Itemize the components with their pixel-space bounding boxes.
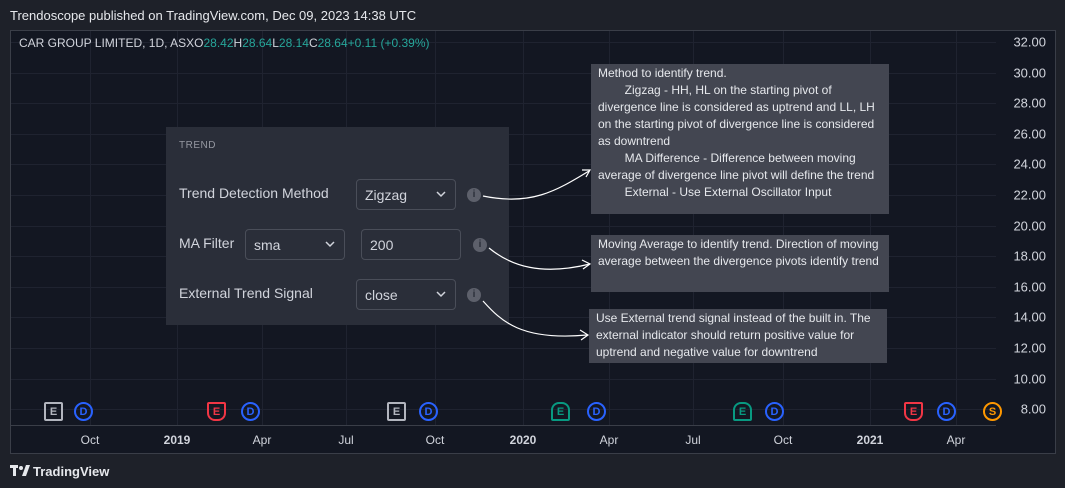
time-scale[interactable]: Oct 2019 Apr Jul Oct 2020 Apr Jul Oct 2021 Apr xyxy=(11,425,996,453)
price-tick-label: 30.00 xyxy=(1013,65,1046,81)
grid-hline xyxy=(11,409,996,411)
close-label: C xyxy=(308,36,318,50)
external-signal-info-icon[interactable]: i xyxy=(467,288,481,302)
ma-filter-tooltip: Moving Average to identify trend. Direct… xyxy=(591,235,889,292)
tradingview-logo-icon xyxy=(10,465,30,476)
arrow-external-signal xyxy=(482,300,588,337)
time-tick-label: Oct xyxy=(773,433,793,447)
split-marker[interactable]: S xyxy=(983,402,1002,421)
price-tick-label: 18.00 xyxy=(1013,248,1046,264)
dividend-marker[interactable]: D xyxy=(587,402,606,421)
footer: TradingView xyxy=(0,455,1065,488)
trend-method-value: Zigzag xyxy=(365,187,408,203)
arrow-ma-filter xyxy=(488,247,591,270)
change-value: +0.11 (+0.39%) xyxy=(347,36,430,50)
price-tick-label: 32.00 xyxy=(1013,34,1046,50)
grid-vline xyxy=(523,31,524,425)
ma-filter-length-value: 200 xyxy=(370,237,394,253)
grid-hline xyxy=(11,72,996,74)
trend-method-select[interactable]: Zigzag xyxy=(356,179,456,210)
dividend-marker[interactable]: D xyxy=(74,402,93,421)
dividend-marker[interactable]: D xyxy=(765,402,784,421)
low-value: 28.14 xyxy=(278,36,309,50)
price-tick-label: 14.00 xyxy=(1013,309,1046,325)
grid-vline xyxy=(609,31,610,425)
arrow-head xyxy=(582,169,592,178)
chevron-down-icon xyxy=(436,191,446,198)
arrow-trend-method xyxy=(482,170,590,200)
close-value: 28.64 xyxy=(317,36,348,50)
external-signal-select[interactable]: close xyxy=(356,279,456,310)
ma-filter-label: MA Filter xyxy=(179,235,235,251)
low-label: L xyxy=(272,36,279,50)
time-tick-label: 2020 xyxy=(509,433,537,447)
grid-vline xyxy=(693,31,694,425)
price-tick-label: 16.00 xyxy=(1013,279,1046,295)
grid-hline xyxy=(11,378,996,380)
trend-method-info-icon[interactable]: i xyxy=(467,188,481,202)
publish-text: Trendoscope published on TradingView.com… xyxy=(10,8,417,23)
earnings-neutral-marker[interactable]: E xyxy=(44,402,63,421)
grid-vline xyxy=(956,31,957,425)
time-tick-label: Jul xyxy=(685,433,701,447)
price-tick-label: 10.00 xyxy=(1013,371,1046,387)
time-tick-label: 2021 xyxy=(856,433,884,447)
callout-arrows xyxy=(482,169,592,341)
dividend-marker[interactable]: D xyxy=(241,402,260,421)
high-label: H xyxy=(233,36,243,50)
trend-method-label: Trend Detection Method xyxy=(179,185,329,201)
time-tick-label: Apr xyxy=(599,433,619,447)
price-tick-label: 8.00 xyxy=(1020,401,1046,417)
grid-vline xyxy=(870,31,871,425)
time-tick-label: Oct xyxy=(80,433,100,447)
ma-filter-type-value: sma xyxy=(254,237,281,253)
dividend-marker[interactable]: D xyxy=(419,402,438,421)
chart-area[interactable]: 32.00 30.00 28.00 26.00 24.00 22.00 20.00 18.00… xyxy=(10,30,1056,454)
earnings-beat-marker[interactable]: E xyxy=(551,402,570,421)
external-signal-value: close xyxy=(365,287,398,303)
price-tick-label: 24.00 xyxy=(1013,156,1046,172)
trend-settings-panel: TREND Trend Detection Method Zigzag i MA… xyxy=(166,127,509,325)
price-tick-label: 28.00 xyxy=(1013,95,1046,111)
grid-vline xyxy=(90,31,91,425)
earnings-miss-marker[interactable]: E xyxy=(207,402,226,421)
dividend-marker[interactable]: D xyxy=(937,402,956,421)
time-tick-label: Jul xyxy=(338,433,354,447)
price-scale[interactable]: 32.00 30.00 28.00 26.00 24.00 22.00 20.00 18.00… xyxy=(996,31,1055,425)
external-signal-tooltip: Use External trend signal instead of the… xyxy=(589,309,887,363)
symbol-legend: CAR GROUP LIMITED, 1D, ASXO28.42H28.64L2… xyxy=(19,36,430,50)
open-value: 28.42 xyxy=(203,36,234,50)
brand-name: TradingView xyxy=(33,464,110,479)
ma-filter-length-input[interactable]: 200 xyxy=(361,229,461,260)
grid-hline xyxy=(11,42,996,43)
publish-header: Trendoscope published on TradingView.com… xyxy=(0,0,1065,30)
chevron-down-icon xyxy=(325,241,335,248)
trend-method-tooltip: Method to identify trend. Zigzag - HH, H… xyxy=(591,64,889,214)
time-tick-label: 2019 xyxy=(163,433,191,447)
price-tick-label: 26.00 xyxy=(1013,126,1046,142)
grid-hline xyxy=(11,348,996,349)
high-value: 28.64 xyxy=(242,36,273,50)
arrow-head xyxy=(579,329,590,341)
section-title: TREND xyxy=(179,140,216,151)
price-tick-label: 12.00 xyxy=(1013,340,1046,356)
earnings-neutral-marker[interactable]: E xyxy=(387,402,406,421)
grid-hline xyxy=(11,103,996,105)
price-tick-label: 22.00 xyxy=(1013,187,1046,203)
price-tick-label: 20.00 xyxy=(1013,218,1046,234)
ma-filter-info-icon[interactable]: i xyxy=(473,238,487,252)
earnings-miss-marker[interactable]: E xyxy=(904,402,923,421)
open-label: O xyxy=(194,36,204,50)
time-tick-label: Apr xyxy=(946,433,966,447)
ma-filter-type-select[interactable]: sma xyxy=(245,229,345,260)
external-signal-label: External Trend Signal xyxy=(179,285,313,301)
symbol-name: CAR GROUP LIMITED, 1D, ASX xyxy=(19,36,195,50)
chevron-down-icon xyxy=(436,291,446,298)
grid-vline xyxy=(783,31,784,425)
arrow-head xyxy=(581,259,592,270)
time-tick-label: Oct xyxy=(425,433,445,447)
earnings-beat-marker[interactable]: E xyxy=(733,402,752,421)
time-tick-label: Apr xyxy=(252,433,272,447)
